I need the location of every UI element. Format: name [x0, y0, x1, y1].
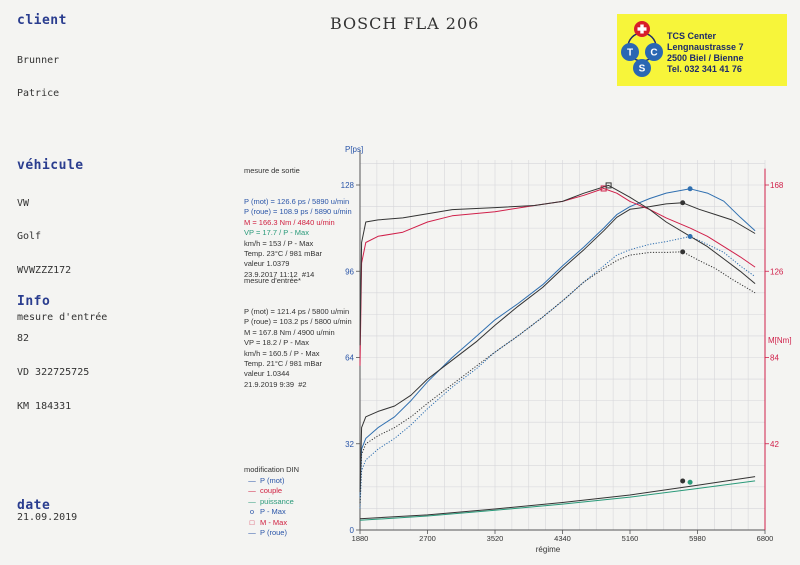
x-tick-label: 1880	[352, 534, 369, 543]
vehicle-line: Golf	[17, 231, 42, 243]
measure-out-line: Temp. 23°C / 981 mBar	[244, 248, 323, 258]
y-right-tick-label: 126	[770, 267, 784, 276]
measure-in-line: P (mot) = 121.4 ps / 5800 u/min	[244, 307, 350, 317]
vehicle-line: VW	[17, 197, 30, 209]
measure-in-line: P (roue) = 103.2 ps / 5800 u/min	[244, 317, 352, 327]
measure-in-line: M = 167.8 Nm / 4900 u/min	[244, 327, 335, 337]
chart-legend: modification DIN — P (mot) — couple — puissan…	[244, 465, 299, 539]
measure-in-line: valeur 1.0344	[244, 369, 290, 379]
legend-label: P - Max	[260, 507, 286, 516]
logo-letter: S	[639, 64, 646, 75]
marker-p-max	[680, 478, 686, 484]
legend-label: puissance	[260, 496, 294, 506]
measure-out-heading: mesure de sortie	[244, 165, 300, 175]
marker-m-max	[600, 185, 607, 192]
logo-line: 2500 Biel / Bienne	[667, 53, 744, 63]
measure-in-line: VP = 18.2 / P - Max	[244, 338, 309, 348]
y-right-tick-label: 168	[770, 181, 784, 190]
y-right-tick-label: 84	[770, 354, 779, 363]
x-tick-label: 5160	[622, 534, 639, 543]
marker-p-max	[687, 479, 693, 485]
legend-label: couple	[260, 486, 283, 495]
legend-symbol-icon: □	[249, 517, 255, 527]
legend-item: — P (roue)	[244, 528, 299, 539]
measure-in-line: Temp. 21°C / 981 mBar	[244, 358, 323, 368]
vehicle-line: WVWZZZ172	[17, 265, 72, 277]
client-line: Patrice	[17, 88, 60, 99]
measure-out-line: 23.9.2017 11:12 #14	[244, 269, 315, 279]
y-left-tick-label: 0	[350, 526, 355, 535]
legend-symbol-icon: —	[248, 486, 256, 495]
measure-out-line: VP = 17.7 / P - Max	[244, 228, 309, 238]
vehicle-line: VD 322725725	[17, 366, 90, 378]
logo-line: Tel. 032 341 41 76	[667, 64, 742, 74]
series-line-torque-out	[359, 188, 756, 366]
logo-letter: T	[627, 48, 633, 59]
marker-p-max	[687, 233, 693, 239]
y-left-tick-label: 32	[345, 440, 354, 449]
tcs-logo: T C S TCS Center Lengnaustrasse 7 2500 B…	[617, 14, 787, 86]
measure-in-line: km/h = 160.5 / P - Max	[244, 348, 320, 358]
y-right-tick-label: 42	[770, 440, 779, 449]
legend-label: P (mot)	[260, 475, 285, 485]
measure-out-line: P (mot) = 126.6 ps / 5890 u/min	[244, 197, 350, 207]
tcs-emblem-icon: T C S	[621, 21, 663, 77]
client-name: Brunner Patrice	[17, 33, 59, 110]
logo-line: TCS Center	[667, 31, 717, 41]
measure-out-line: km/h = 153 / P - Max	[244, 238, 314, 248]
x-tick-label: 2700	[419, 534, 436, 543]
legend-item: — P (mot)	[244, 476, 299, 487]
marker-p-max	[680, 200, 686, 206]
x-tick-label: 3520	[487, 534, 504, 543]
client-label: client	[17, 13, 67, 28]
marker-p-max	[687, 186, 693, 192]
page-title: BOSCH FLA 206	[330, 14, 480, 33]
vehicle-line: KM 184331	[17, 400, 72, 412]
legend-symbol-icon: —	[248, 475, 256, 485]
info-text: mesure d'entrée	[17, 312, 108, 323]
vehicle-details: VW Golf WVWZZZ172 82 VD 322725725 KM 184…	[17, 175, 89, 423]
logo-letter: C	[650, 48, 657, 59]
client-line: Brunner	[17, 55, 60, 66]
series-line-power-mot-out	[359, 188, 756, 498]
y-right-axis-label: M[Nm]	[768, 336, 792, 345]
legend-item: — couple	[244, 486, 299, 497]
legend-label: M - Max	[260, 517, 288, 527]
x-axis-label: régime	[536, 545, 561, 554]
x-tick-label: 6800	[757, 534, 774, 543]
measure-in-block: mesure d'entrée* P (mot) = 121.4 ps / 58…	[244, 255, 352, 389]
legend-item: — puissance	[244, 497, 299, 508]
date-value: 21.09.2019	[17, 512, 78, 523]
series-line-vp-in	[359, 476, 756, 520]
series-line-power-roue-in	[359, 251, 756, 504]
series-line-power-roue-out	[359, 236, 756, 509]
logo-line: Lengnaustrasse 7	[667, 42, 744, 52]
series-line-vp-out	[359, 480, 756, 521]
x-tick-label: 4340	[554, 534, 571, 543]
vehicle-line: 82	[17, 332, 30, 344]
measure-in-heading: mesure d'entrée*	[244, 275, 301, 285]
measure-out-line: valeur 1.0379	[244, 259, 290, 269]
series-line-power-mot-in	[359, 202, 756, 493]
measure-out-line: M = 166.3 Nm / 4840 u/min	[244, 217, 335, 227]
marker-m-max	[605, 182, 612, 189]
info-label: Info	[17, 294, 51, 309]
measure-out-line: P (roue) = 108.9 ps / 5890 u/min	[244, 207, 352, 217]
measure-in-line: 21.9.2019 9:39 #2	[244, 379, 307, 389]
legend-symbol-icon: —	[248, 496, 256, 506]
date-label: date	[17, 498, 51, 513]
x-tick-label: 5980	[689, 534, 706, 543]
legend-item: o P - Max	[244, 507, 299, 518]
series-line-torque-in	[359, 184, 756, 346]
legend-heading: modification DIN	[244, 465, 300, 474]
legend-symbol-icon: —	[248, 528, 256, 537]
legend-item: □ M - Max	[244, 518, 299, 529]
marker-p-max	[680, 249, 686, 255]
vehicle-label: véhicule	[17, 158, 84, 173]
legend-symbol-icon: o	[249, 507, 255, 516]
legend-label: P (roue)	[260, 528, 287, 537]
measure-out-block: mesure de sortie P (mot) = 126.6 ps / 58…	[244, 145, 352, 279]
